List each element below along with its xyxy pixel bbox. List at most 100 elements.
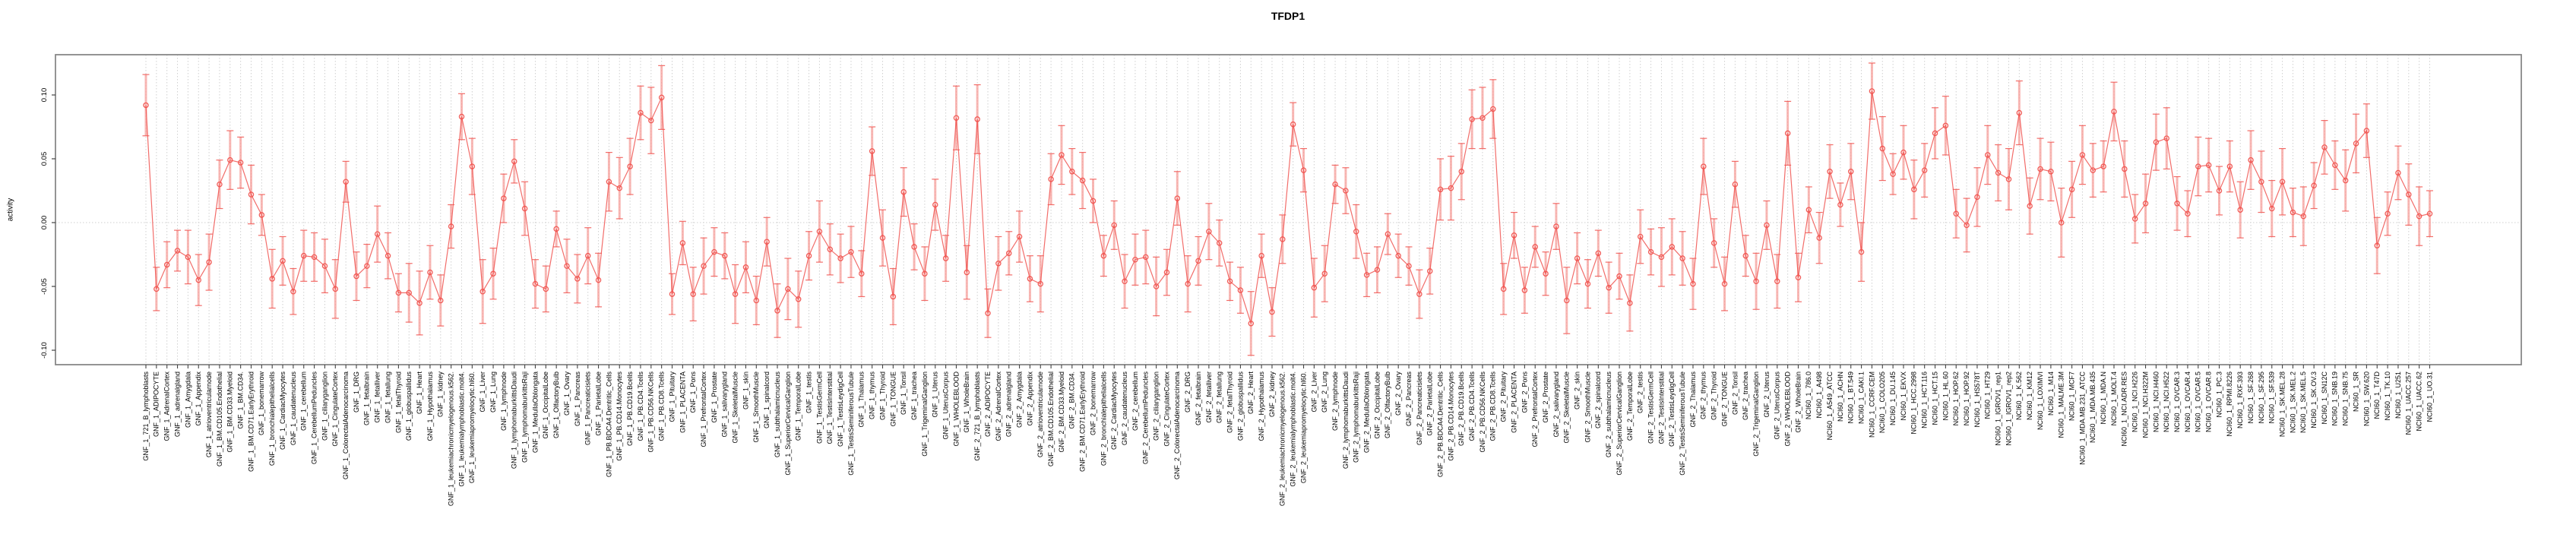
data-point-marker	[2205, 162, 2212, 169]
data-point-marker	[584, 252, 591, 259]
x-category-label: GNF_1_Heart	[416, 372, 423, 415]
data-point-marker	[2248, 157, 2254, 163]
x-category-label: GNF_1_TrigeminalGanglion	[921, 372, 929, 457]
x-category-label: NCI60_1_SK.MEL.28	[2278, 372, 2286, 437]
data-point-marker	[490, 270, 496, 277]
x-category-label: GNF_2_TestisGermCell	[1647, 372, 1654, 444]
x-category-label: GNF_1_fetallung	[384, 372, 391, 423]
x-category-label: GNF_2_fetalliver	[1205, 372, 1213, 423]
data-point-marker	[690, 291, 696, 297]
x-category-label: GNF_2_SuperiorCervicalGanglion	[1616, 372, 1623, 476]
x-category-label: GNF_2_AdrenalCortex	[995, 372, 1002, 441]
data-point-marker	[1690, 280, 1696, 287]
x-category-label: NCI60_1_U251	[2394, 372, 2402, 419]
data-point-marker	[153, 286, 160, 292]
x-category-label: GNF_1_ParietalLobe	[594, 372, 602, 436]
data-point-marker	[501, 195, 507, 201]
data-point-marker	[1226, 278, 1233, 285]
x-category-label: GNF_2_fetalThyroid	[1226, 372, 1233, 433]
x-category-label: NCI60_1_SNB.19	[2331, 372, 2339, 426]
x-category-label: GNF_1_fetalliver	[374, 372, 381, 423]
data-point-marker	[1921, 167, 1928, 173]
data-point-marker	[1858, 248, 1865, 255]
x-category-label: GNF_2_bonemarrow	[1089, 372, 1097, 436]
x-category-label: NCI60_1_KM12	[2026, 372, 2033, 420]
data-point-marker	[1258, 252, 1264, 259]
x-category-label: GNF_1_ColorectalAdenocarcinoma	[342, 372, 350, 479]
x-category-label: GNF_2_testis	[1637, 372, 1644, 414]
x-category-label: GNF_1_TONGUE	[889, 372, 897, 426]
x-category-label: GNF_2_caudatenucleus	[1121, 372, 1128, 446]
x-category-label: GNF_1_TestisGermCell	[815, 372, 823, 444]
x-category-label: NCI60_1_UO.31	[2426, 372, 2433, 422]
x-category-label: GNF_2_Amygdala	[1015, 372, 1023, 428]
x-category-label: GNF_2_salivarygland	[1552, 372, 1560, 438]
data-point-marker	[2268, 205, 2275, 212]
data-point-marker	[269, 276, 275, 282]
data-point-marker	[2416, 213, 2423, 220]
data-point-marker	[1658, 254, 1665, 261]
x-category-label: NCI60_1_HCC.2998	[1910, 372, 1918, 435]
x-category-label: GNF_1_Amygdala	[184, 372, 191, 428]
x-category-label: GNF_2_CerebellumPeduncles	[1142, 372, 1150, 465]
x-category-label: GNF_2_BM.CD71.EarlyErythroid	[1079, 372, 1087, 472]
data-point-marker	[1479, 115, 1486, 121]
data-point-marker	[974, 116, 980, 122]
data-point-marker	[1163, 269, 1170, 276]
data-points	[143, 88, 2433, 327]
data-point-marker	[1732, 181, 1739, 188]
data-point-marker	[753, 297, 760, 304]
data-point-marker	[1974, 194, 1980, 201]
x-category-label: GNF_1_globuspallidus	[405, 372, 413, 441]
x-category-label: GNF_2_PLACENTA	[1510, 372, 1517, 433]
x-category-label: GNF_2_bronchialepithelialcells	[1100, 372, 1107, 466]
x-category-label: GNF_2_lymphomaburkittsDaudi	[1342, 372, 1350, 469]
data-point-marker	[2406, 191, 2412, 198]
x-category-label: NCI60_1_SF.295	[2258, 372, 2265, 424]
x-category-label: GNF_1_BM.CD71.EarlyErythroid	[247, 372, 255, 472]
x-category-label: GNF_1_bonemarrow	[258, 372, 265, 436]
x-category-label: GNF_1_leukemialymphoblastic.molt4.	[457, 372, 465, 487]
data-point-marker	[290, 288, 296, 295]
data-point-marker	[1837, 201, 1843, 208]
x-category-label: NCI60_1_CAKI.1	[1857, 372, 1865, 424]
data-point-marker	[217, 181, 223, 188]
data-point-marker	[1616, 273, 1622, 280]
x-category-label: GNF_1_testis	[805, 372, 812, 414]
data-point-marker	[1869, 88, 1875, 94]
data-point-marker	[985, 310, 991, 317]
x-category-label: NCI60_1_HT29	[1984, 372, 1992, 419]
x-category-label: GNF_2_Uterus	[1763, 372, 1771, 418]
x-category-label: GNF_2_Hypothalamus	[1258, 372, 1265, 441]
x-category-label: GNF_1_Thyroid	[878, 372, 886, 420]
data-point-marker	[174, 248, 181, 254]
data-point-marker	[774, 308, 780, 314]
data-point-marker	[1679, 255, 1685, 261]
x-category-label: GNF_1_SuperiorCervicalGanglion	[784, 372, 792, 476]
data-point-marker	[248, 191, 255, 198]
data-point-marker	[1574, 255, 1581, 261]
data-point-marker	[1206, 229, 1212, 235]
data-point-marker	[1311, 284, 1318, 291]
data-point-marker	[374, 231, 381, 237]
x-category-label: GNF_1_CerebellumPeduncles	[310, 372, 318, 465]
x-category-label: GNF_1_Uterus	[932, 372, 939, 418]
x-category-label: GNF_1_thymus	[869, 372, 876, 420]
data-point-marker	[1985, 152, 1991, 158]
data-point-marker	[1606, 284, 1612, 291]
plot-frame	[55, 54, 2522, 365]
data-point-marker	[2300, 213, 2307, 220]
x-category-label: GNF_2_TrigeminalGanglion	[1752, 372, 1760, 457]
y-tick-label: 0.10	[40, 88, 49, 103]
data-point-marker	[2100, 163, 2106, 169]
data-point-marker	[616, 185, 623, 191]
x-category-label: GNF_2_globuspallidus	[1236, 372, 1244, 441]
data-point-marker	[2005, 176, 2012, 182]
data-point-marker	[2048, 169, 2054, 175]
data-point-marker	[1942, 122, 1949, 129]
x-axis: GNF_1_721_B_lymphoblasts GNF_1_ADIPOCYTE G…	[142, 365, 2433, 506]
data-point-marker	[1816, 235, 1822, 241]
x-category-label: NCI60_1_OVCAR.8	[2205, 372, 2213, 432]
x-category-label: NCI60_1_NCI.H322M	[2141, 372, 2149, 438]
